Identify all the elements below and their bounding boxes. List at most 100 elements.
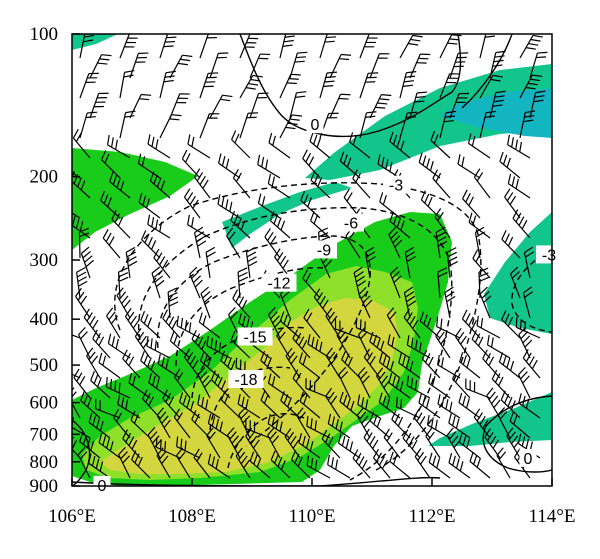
wind-barb [325,387,341,419]
wind-barb [439,110,457,139]
contour-label: -18 [234,372,257,389]
wind-barb [336,327,351,359]
wind-barb [79,111,98,139]
wind-barb [352,169,371,199]
wind-barb [106,134,131,159]
wind-barb [159,70,176,99]
wind-barb [79,431,101,459]
wind-barb [156,447,171,479]
wind-barb [128,372,151,399]
wind-barb [119,110,136,139]
wind-barb [274,248,291,279]
wind-barb [414,448,431,479]
wind-barb [88,412,111,439]
wind-barb [232,289,251,319]
wind-barb [76,266,88,299]
wind-barb [327,454,351,479]
wind-barb [116,287,131,319]
wind-barb [267,373,291,399]
wind-barb [75,287,91,319]
wind-barb [290,450,311,479]
wind-barb [131,450,151,479]
wind-barb [337,433,361,459]
wind-barbs-layer [72,34,548,479]
wind-barb [169,93,190,119]
y-tick-label: 800 [30,452,59,473]
wind-barb [80,246,95,279]
wind-barb [207,453,231,479]
wind-barb [303,308,321,339]
wind-barb [403,286,417,319]
wind-barb [406,375,431,399]
wind-barb [237,394,261,419]
wind-barb [207,413,231,439]
wind-barb [267,173,291,199]
wind-barb [72,373,81,379]
wind-barb [239,112,259,139]
wind-barb [501,230,521,259]
wind-barb [197,367,212,399]
shade-cyan-upper [440,88,552,138]
wind-barb [140,310,161,339]
wind-barb [518,393,541,419]
wind-barb [193,226,207,259]
contour-line-minus12 [175,266,325,367]
wind-barb [90,371,111,399]
wind-barb [122,429,141,459]
wind-barb [249,92,269,119]
wind-barb [476,315,501,339]
wind-barb [329,93,351,119]
contour-label: -6 [344,215,358,232]
wind-barb [117,267,129,299]
wind-barb [479,110,497,139]
wind-barb [306,416,331,439]
wind-barb [72,387,81,419]
wind-barb [199,113,220,139]
wind-barb [430,130,451,159]
y-tick-label: 500 [30,355,59,376]
wind-barb [205,246,216,279]
wind-barb [389,266,402,299]
shade-green-left-upper [72,148,198,250]
wind-barb [321,429,341,459]
wind-barb [515,317,541,339]
y-tick-label: 300 [30,250,59,271]
wind-barb [388,226,403,259]
contour-label-background [536,245,562,264]
wind-barb [519,34,543,59]
wind-barb [486,334,511,359]
wind-barb [260,390,281,419]
wind-barb [432,169,451,199]
wind-barb [268,132,291,159]
wind-barb [302,269,321,299]
wind-barb [217,194,241,219]
wind-barb [437,354,461,379]
wind-barb [147,214,171,239]
wind-barb [509,411,531,439]
wind-barb [319,71,338,99]
wind-barb [454,327,471,359]
wind-barb [298,352,321,379]
wind-barb [489,90,506,119]
wind-barb [378,392,401,419]
contour-label: -15 [243,329,266,346]
wind-barb [257,193,281,219]
wind-barb [106,307,121,339]
wind-barb [358,286,373,319]
contour-label: -12 [267,276,290,293]
wind-barb [472,249,491,279]
y-tick-label: 400 [30,309,59,330]
wind-barb [399,111,418,139]
wind-barb [79,72,99,99]
contour-line-0-lower-right [482,395,552,473]
contour-line-0-upper [239,34,462,138]
wind-barb [395,396,421,419]
wind-barb [187,214,211,239]
x-tick-label: 110°E [289,506,336,527]
wind-barb [279,114,302,139]
wind-barb [193,168,211,199]
wind-barb [298,433,321,459]
wind-barb [137,153,161,179]
y-axis: 100 200 300 400 500 600 700 800 900 [30,24,80,497]
wind-barb [169,331,191,359]
